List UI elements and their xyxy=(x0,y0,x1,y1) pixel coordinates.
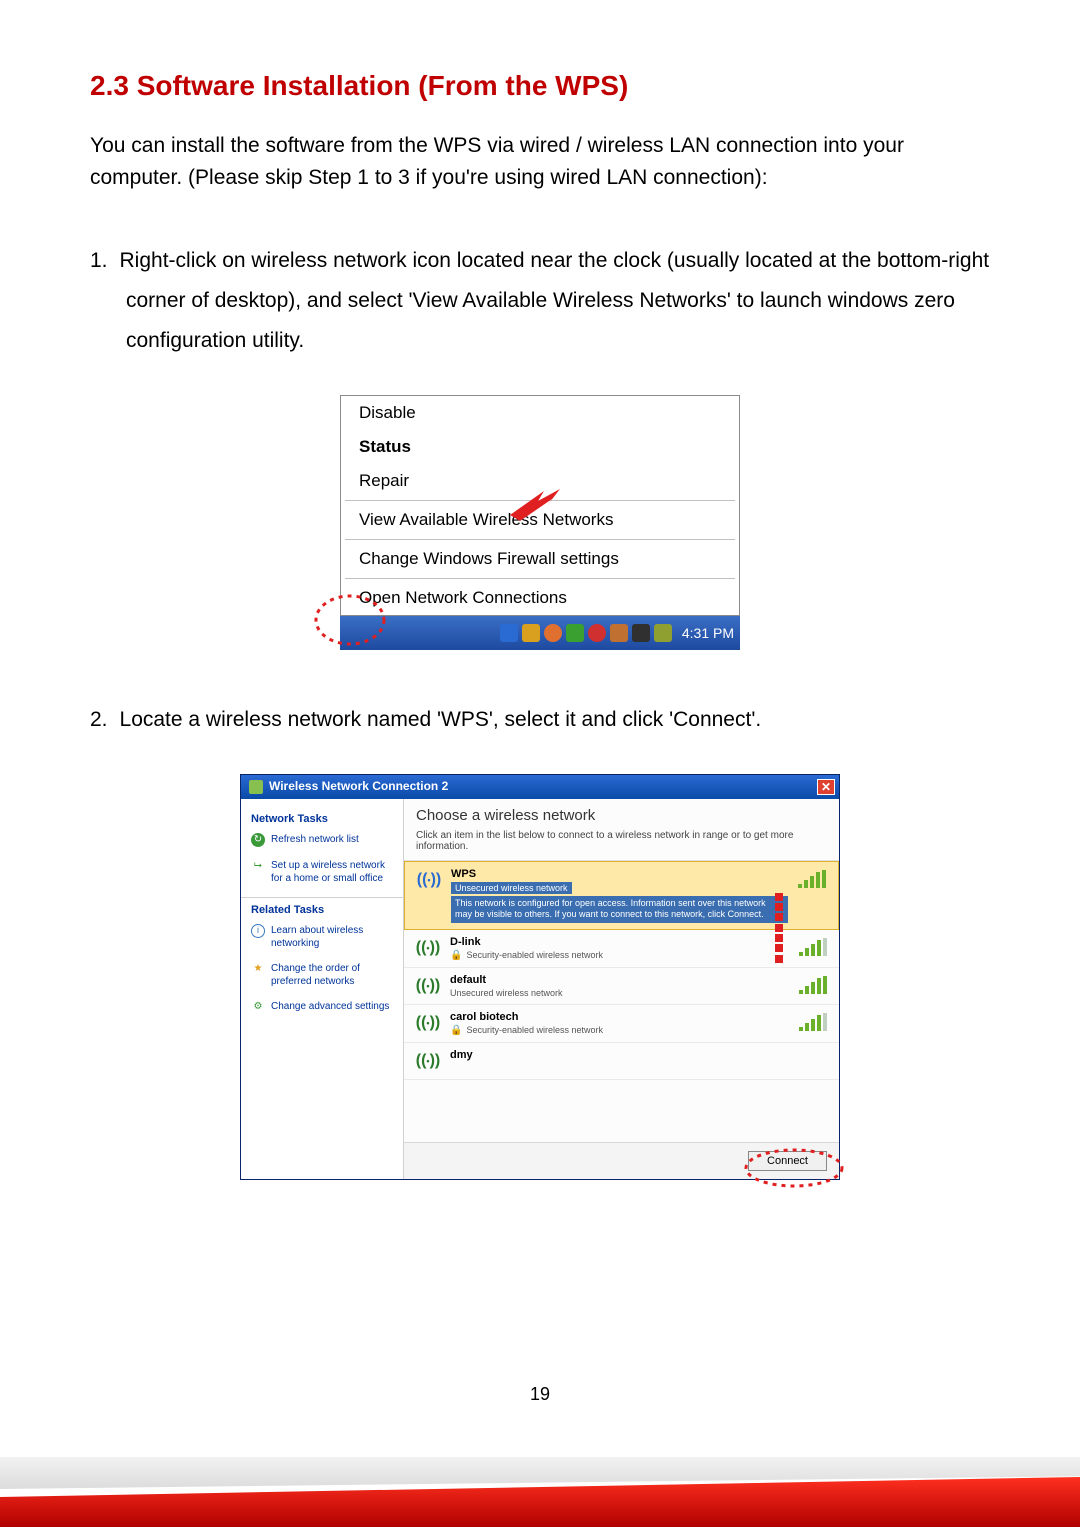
close-button[interactable]: ✕ xyxy=(817,779,835,795)
refresh-icon: ↻ xyxy=(251,833,265,847)
network-subtext: Unsecured wireless network xyxy=(450,988,789,998)
wireless-icon: ((•)) xyxy=(416,1049,440,1073)
star-icon: ★ xyxy=(251,962,265,976)
sidebar-advanced-link[interactable]: ⚙ Change advanced settings xyxy=(251,1000,393,1014)
window-title: Wireless Network Connection 2 xyxy=(249,779,448,794)
tray-icon xyxy=(500,624,518,642)
wireless-icon: ((•)) xyxy=(416,936,440,960)
wireless-icon: ((•)) xyxy=(416,1011,440,1035)
lock-icon: 🔒 xyxy=(450,950,462,961)
network-name: default xyxy=(450,974,789,986)
setup-icon: ⮡ xyxy=(251,859,265,873)
network-subtext: 🔒Security-enabled wireless network xyxy=(450,950,789,961)
taskbar-clock: 4:31 PM xyxy=(676,625,734,641)
network-subtext: 🔒Security-enabled wireless network xyxy=(450,1025,789,1036)
red-circle-annotation xyxy=(739,1143,849,1193)
wireless-connection-window: Wireless Network Connection 2 ✕ Network … xyxy=(240,774,840,1180)
taskbar: 4:31 PM xyxy=(340,616,740,650)
info-icon: i xyxy=(251,924,265,938)
red-tick-annotations xyxy=(775,893,785,963)
menu-item-status[interactable]: Status xyxy=(341,430,739,464)
footer-decoration xyxy=(0,1457,1080,1527)
network-item-dlink[interactable]: ((•)) D-link 🔒Security-enabled wireless … xyxy=(404,930,839,968)
tray-icon xyxy=(544,624,562,642)
network-name: carol biotech xyxy=(450,1011,789,1023)
signal-strength-icon xyxy=(799,1013,827,1031)
network-item-carol[interactable]: ((•)) carol biotech 🔒Security-enabled wi… xyxy=(404,1005,839,1043)
network-item-dmy[interactable]: ((•)) dmy xyxy=(404,1043,839,1080)
step-1-text: Right-click on wireless network icon loc… xyxy=(120,249,990,352)
network-name: dmy xyxy=(450,1049,827,1061)
wireless-icon: ((•)) xyxy=(416,974,440,998)
signal-strength-icon xyxy=(798,870,826,888)
menu-separator xyxy=(345,539,735,540)
sidebar-refresh-link[interactable]: ↻ Refresh network list xyxy=(251,833,393,847)
network-item-default[interactable]: ((•)) default Unsecured wireless network xyxy=(404,968,839,1005)
network-subtext: Unsecured wireless network xyxy=(451,882,572,894)
step-2: 2.Locate a wireless network named 'WPS',… xyxy=(90,700,990,740)
signal-strength-icon xyxy=(799,976,827,994)
sidebar-divider xyxy=(241,897,403,898)
tray-icon xyxy=(632,624,650,642)
tray-icon xyxy=(522,624,540,642)
intro-paragraph: You can install the software from the WP… xyxy=(90,130,990,193)
sidebar: Network Tasks ↻ Refresh network list ⮡ S… xyxy=(241,799,403,1179)
network-name: WPS xyxy=(451,868,788,880)
menu-item-open-connections[interactable]: Open Network Connections xyxy=(341,581,739,615)
signal-strength-icon xyxy=(799,938,827,956)
wireless-icon: ((•)) xyxy=(417,868,441,892)
tray-icon xyxy=(654,624,672,642)
dotted-annotation xyxy=(310,590,390,670)
context-menu-figure: Disable Status Repair View Available Wir… xyxy=(340,395,740,650)
step-1: 1.Right-click on wireless network icon l… xyxy=(90,241,990,361)
page-number: 19 xyxy=(0,1384,1080,1405)
step-1-number: 1. xyxy=(90,249,120,272)
window-titlebar: Wireless Network Connection 2 ✕ xyxy=(241,775,839,799)
menu-item-disable[interactable]: Disable xyxy=(341,396,739,430)
choose-network-header: Choose a wireless network xyxy=(404,799,839,828)
network-name: D-link xyxy=(450,936,789,948)
section-title: 2.3 Software Installation (From the WPS) xyxy=(90,70,990,102)
menu-item-firewall[interactable]: Change Windows Firewall settings xyxy=(341,542,739,576)
tray-icon xyxy=(566,624,584,642)
sidebar-setup-link[interactable]: ⮡ Set up a wireless network for a home o… xyxy=(251,859,393,885)
tray-icon xyxy=(610,624,628,642)
menu-separator xyxy=(345,578,735,579)
network-warning: This network is configured for open acce… xyxy=(451,896,788,923)
network-list: ((•)) WPS Unsecured wireless network Thi… xyxy=(404,860,839,1142)
step-2-number: 2. xyxy=(90,708,120,731)
step-2-text: Locate a wireless network named 'WPS', s… xyxy=(120,708,762,731)
lock-icon: 🔒 xyxy=(450,1025,462,1036)
choose-network-subtext: Click an item in the list below to conne… xyxy=(404,828,839,860)
window-body: Network Tasks ↻ Refresh network list ⮡ S… xyxy=(241,799,839,1179)
sidebar-header-network-tasks: Network Tasks xyxy=(251,813,393,825)
sidebar-learn-link[interactable]: i Learn about wireless networking xyxy=(251,924,393,950)
sidebar-header-related-tasks: Related Tasks xyxy=(251,904,393,916)
network-item-wps[interactable]: ((•)) WPS Unsecured wireless network Thi… xyxy=(404,861,839,930)
main-panel: Choose a wireless network Click an item … xyxy=(403,799,839,1179)
tray-icon xyxy=(588,624,606,642)
sidebar-order-link[interactable]: ★ Change the order of preferred networks xyxy=(251,962,393,988)
settings-icon: ⚙ xyxy=(251,1000,265,1014)
